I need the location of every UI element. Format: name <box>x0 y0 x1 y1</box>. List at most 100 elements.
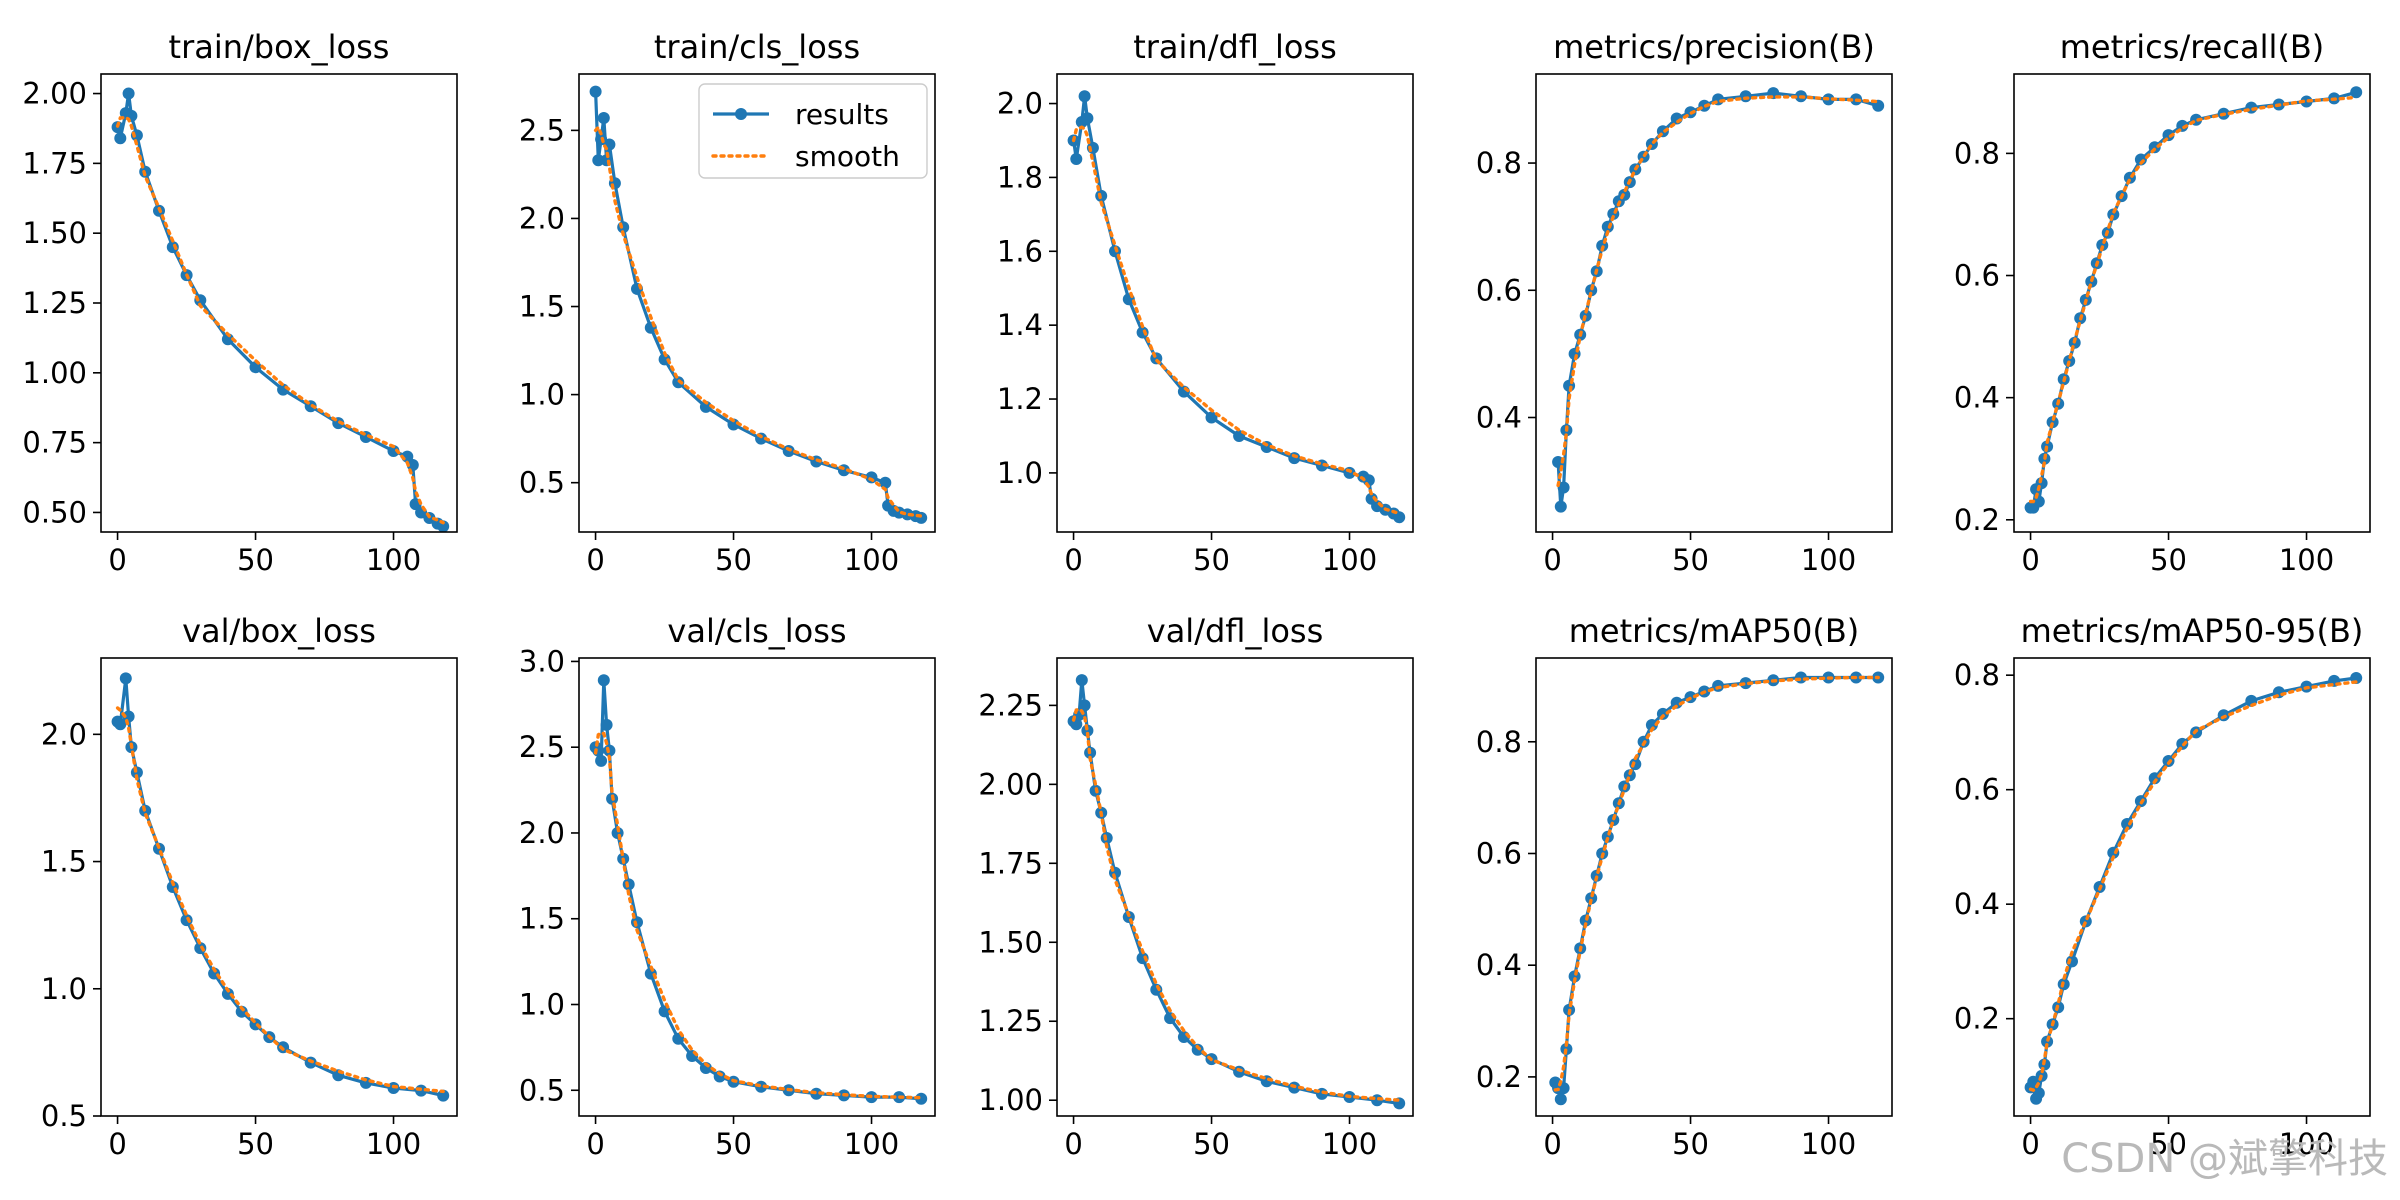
results-data-point <box>119 672 132 685</box>
results-data-point <box>114 132 127 145</box>
results-data-point <box>166 241 179 254</box>
results-data-point <box>1075 674 1088 687</box>
results-data-point <box>180 914 193 927</box>
smooth-series-line <box>1556 95 1880 488</box>
x-tick-label: 0 <box>586 1127 604 1161</box>
x-tick-label: 100 <box>1801 1127 1856 1161</box>
y-tick-label: 0.6 <box>1476 836 1522 870</box>
results-data-point <box>1552 456 1565 468</box>
results-data-point <box>1656 707 1669 720</box>
x-tick-label: 100 <box>844 543 899 577</box>
results-data-point <box>592 744 605 757</box>
x-tick-label: 50 <box>1193 1127 1230 1161</box>
y-tick-label: 0.8 <box>1954 136 2000 170</box>
y-tick-label: 0.50 <box>22 495 87 529</box>
chart-title: val/dfl_loss <box>1147 612 1324 650</box>
results-data-point <box>1078 699 1091 712</box>
plot-area-frame <box>1535 657 1893 1117</box>
results-data-point <box>727 418 740 431</box>
results-data-point <box>1670 696 1683 709</box>
chart-panel-7: val/cls_loss 0 50 100 0.5 1.0 1.5 2.0 2.5 3.0 <box>519 612 936 1161</box>
plot-area-frame <box>2013 657 2371 1117</box>
chart-title: metrics/recall(B) <box>2060 28 2325 66</box>
results-data-point <box>699 400 712 413</box>
y-tick-label: 1.25 <box>22 286 87 320</box>
y-tick-label: 0.2 <box>1954 503 2000 537</box>
results-data-point <box>406 459 419 471</box>
results-data-point <box>2032 1087 2045 1100</box>
chart-panel-4: metrics/precision(B) 0 50 100 0.4 0.6 0.8 <box>1476 28 1893 577</box>
results-data-point <box>597 674 610 687</box>
results-data-point <box>122 87 135 100</box>
y-tick-label: 1.5 <box>519 290 565 324</box>
y-tick-label: 0.8 <box>1476 146 1522 180</box>
chart-panel-6: val/box_loss 0 50 100 0.5 1.0 1.5 2.0 <box>41 612 458 1161</box>
y-tick-label: 1.5 <box>41 845 87 879</box>
results-data-point <box>600 718 613 731</box>
y-tick-label: 2.00 <box>22 77 87 111</box>
x-tick-label: 50 <box>715 1127 752 1161</box>
y-tick-label: 0.8 <box>1954 658 2000 692</box>
y-tick-label: 1.50 <box>978 925 1043 959</box>
results-data-point <box>1554 500 1567 513</box>
results-data-point <box>1205 411 1218 424</box>
y-tick-label: 0.4 <box>1476 401 1522 435</box>
y-tick-label: 2.0 <box>519 816 565 850</box>
x-tick-label: 0 <box>2021 543 2039 577</box>
chart-title: metrics/precision(B) <box>1553 28 1875 66</box>
results-data-point <box>1739 90 1752 103</box>
chart-title: metrics/mAP50-95(B) <box>2021 612 2364 650</box>
x-tick-label: 50 <box>2150 543 2187 577</box>
y-tick-label: 2.25 <box>978 688 1043 722</box>
smooth-series-line <box>593 730 923 1100</box>
results-data-point <box>221 333 234 346</box>
smooth-series-line <box>593 124 923 518</box>
chart-title: val/box_loss <box>182 612 376 650</box>
watermark-text: CSDN @斌擎科技 <box>2061 1136 2388 1182</box>
x-tick-label: 50 <box>1672 543 1709 577</box>
y-tick-label: 3.0 <box>519 644 565 678</box>
plot-area-frame <box>1535 73 1893 533</box>
chart-title: metrics/mAP50(B) <box>1569 612 1860 650</box>
y-tick-label: 0.4 <box>1476 948 1522 982</box>
x-tick-label: 100 <box>2279 543 2334 577</box>
y-tick-label: 1.0 <box>997 456 1043 490</box>
results-data-point <box>1739 677 1752 690</box>
legend-results-label: results <box>795 98 889 131</box>
chart-title: val/cls_loss <box>667 612 846 650</box>
x-tick-label: 0 <box>1064 1127 1082 1161</box>
y-tick-label: 1.75 <box>22 146 87 180</box>
x-tick-label: 100 <box>366 1127 421 1161</box>
results-data-point <box>1645 719 1658 731</box>
y-tick-label: 2.0 <box>41 717 87 751</box>
chart-panel-3: train/dfl_loss 0 50 100 1.0 1.2 1.4 1.6 1.8 2.0 <box>997 28 1414 577</box>
y-tick-label: 2.00 <box>978 767 1043 801</box>
smooth-series-line <box>2028 95 2358 504</box>
plot-area-frame <box>100 73 458 533</box>
y-tick-label: 0.5 <box>41 1099 87 1133</box>
y-tick-label: 1.00 <box>22 356 87 390</box>
results-data-point <box>114 718 127 731</box>
chart-panel-8: val/dfl_loss 0 50 100 1.00 1.25 1.50 1.75 2.00 2.… <box>978 612 1414 1161</box>
x-tick-label: 0 <box>1543 543 1561 577</box>
results-data-point <box>1081 112 1094 125</box>
results-data-point <box>2350 86 2363 99</box>
x-tick-label: 50 <box>237 1127 274 1161</box>
smooth-series-line <box>1553 675 1880 1092</box>
plot-area-frame <box>2013 73 2371 533</box>
legend-results-marker <box>735 108 747 120</box>
x-tick-label: 100 <box>1322 1127 1377 1161</box>
results-data-point <box>1393 511 1406 524</box>
smooth-series-line <box>115 115 445 525</box>
y-tick-label: 0.2 <box>1476 1060 1522 1094</box>
results-data-point <box>437 520 450 533</box>
results-data-point <box>1554 1093 1567 1106</box>
y-tick-label: 0.8 <box>1476 725 1522 759</box>
y-tick-label: 2.0 <box>997 87 1043 121</box>
x-tick-label: 0 <box>1543 1127 1561 1161</box>
results-data-point <box>1070 153 1083 165</box>
y-tick-label: 1.0 <box>519 378 565 412</box>
results-data-point <box>713 1070 726 1083</box>
